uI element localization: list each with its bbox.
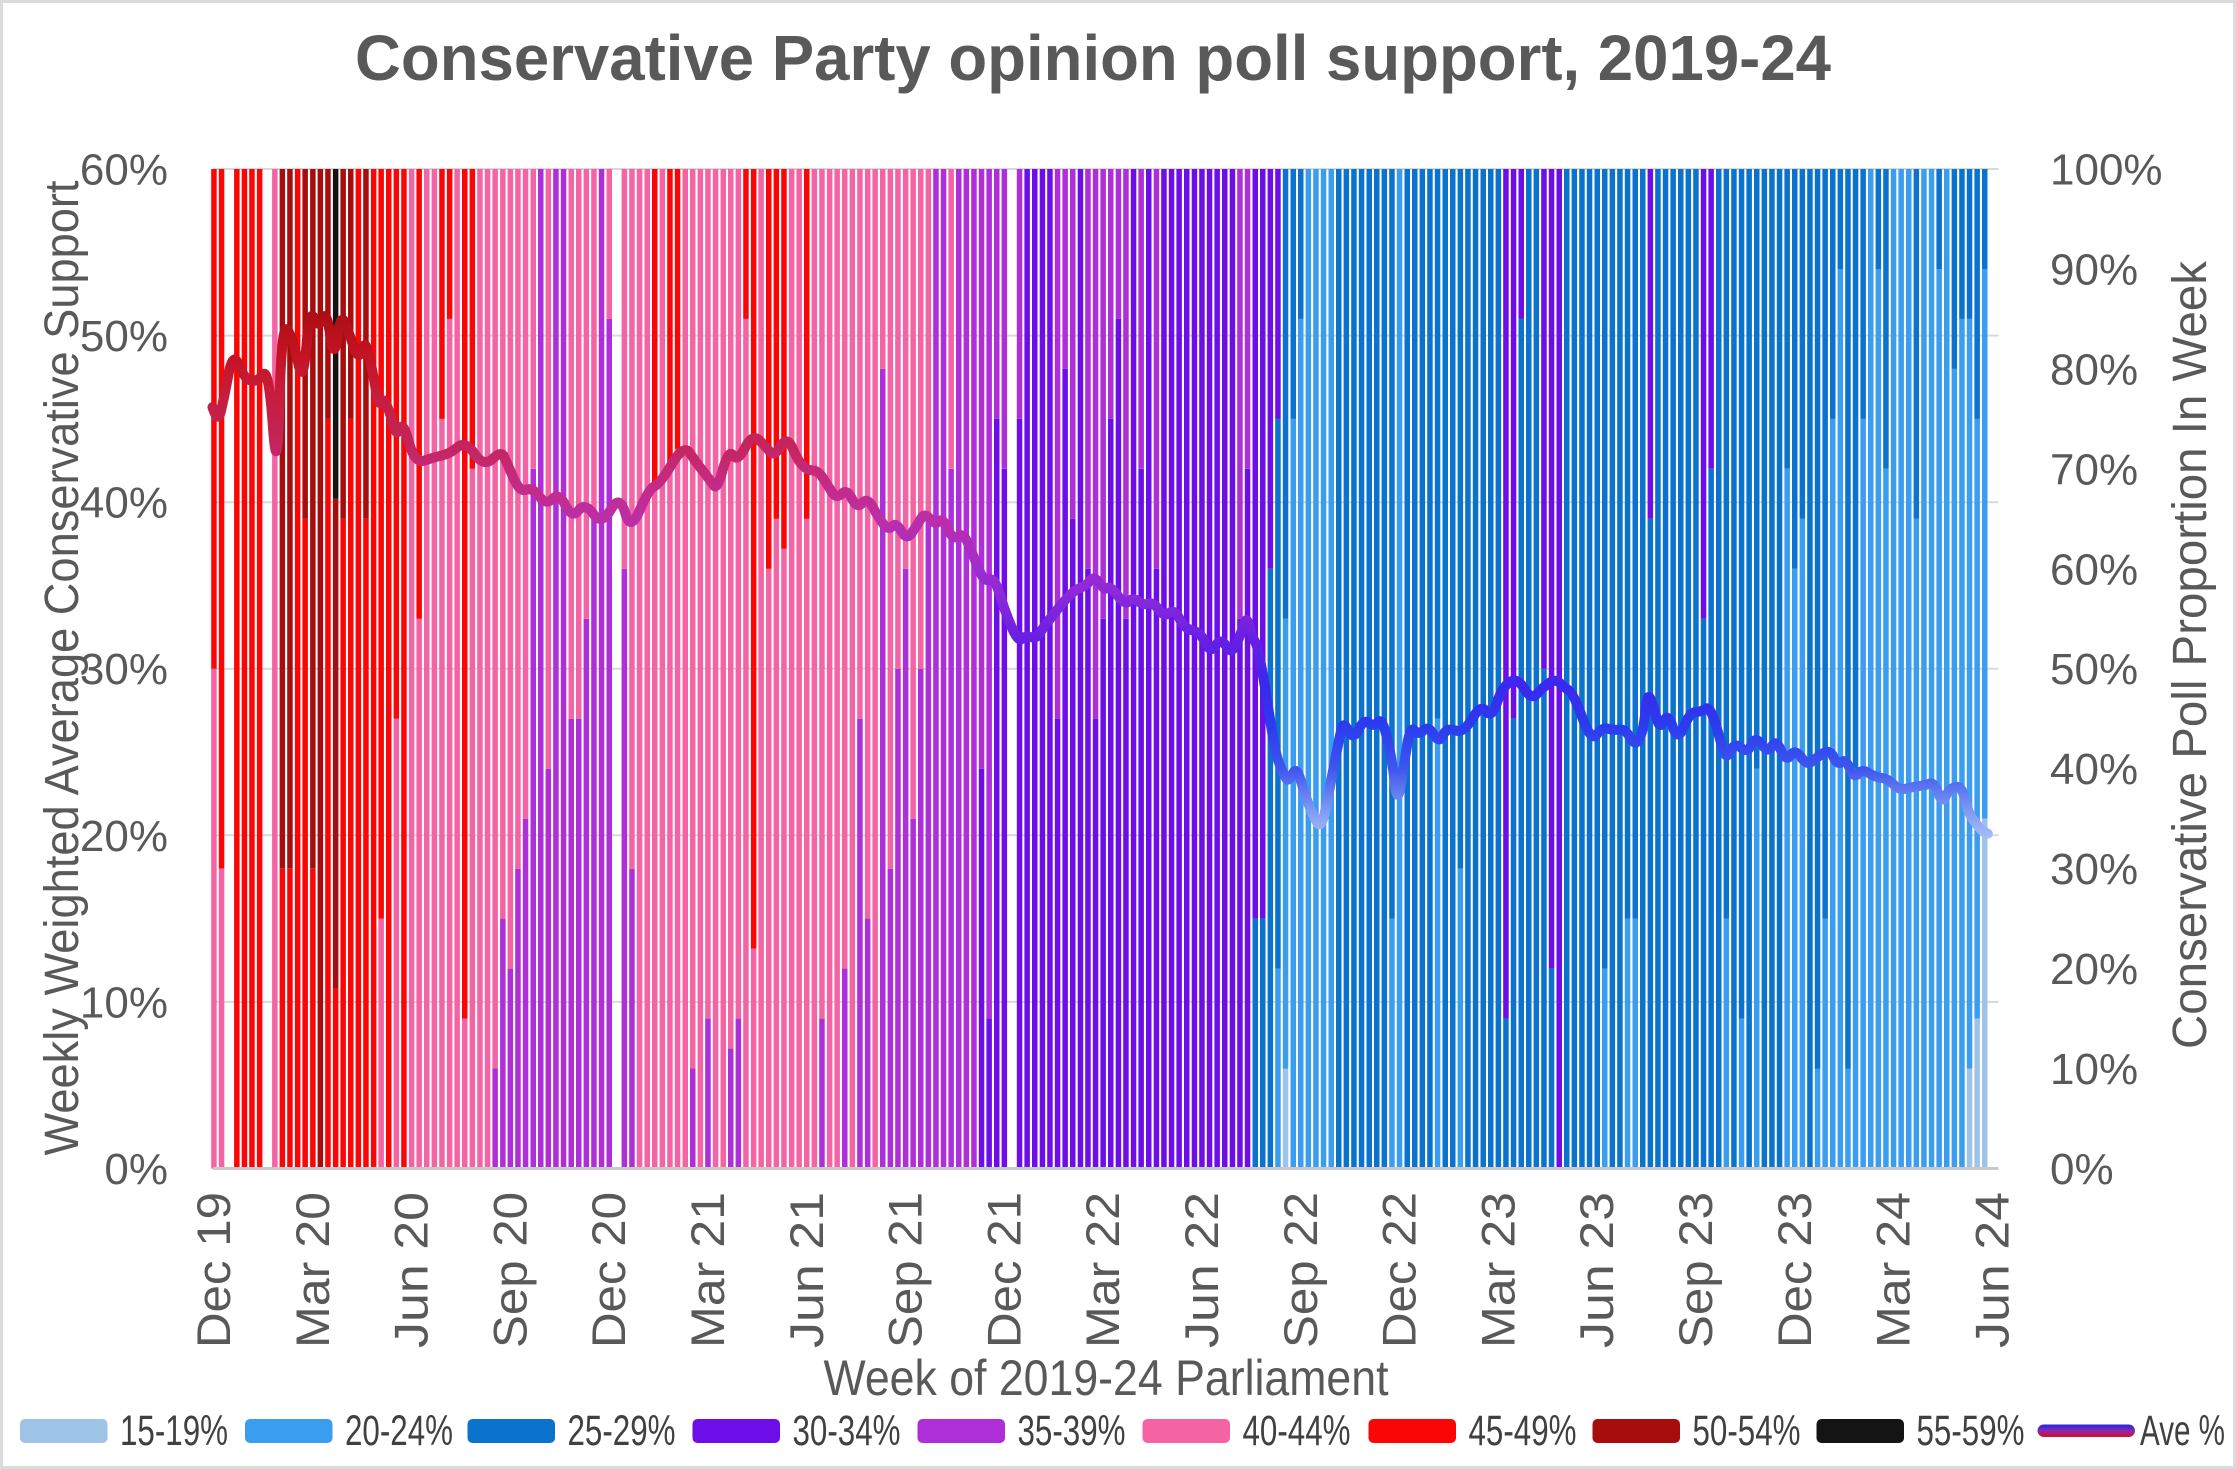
svg-text:Dec 23: Dec 23 (1768, 1192, 1821, 1348)
svg-text:70%: 70% (2050, 445, 2138, 494)
svg-text:Ave %: Ave % (2140, 1407, 2225, 1455)
svg-text:60%: 60% (2050, 545, 2138, 594)
svg-text:Dec 20: Dec 20 (582, 1192, 635, 1348)
svg-text:Week of 2019-24 Parliament: Week of 2019-24 Parliament (824, 1350, 1389, 1406)
svg-text:10%: 10% (80, 978, 168, 1027)
svg-text:Dec 21: Dec 21 (977, 1192, 1030, 1348)
svg-text:0%: 0% (104, 1145, 168, 1194)
svg-text:40%: 40% (2050, 745, 2138, 794)
svg-text:Weekly Weighted Average Conser: Weekly Weighted Average Conservative Sup… (36, 181, 89, 1156)
svg-text:20-24%: 20-24% (345, 1407, 453, 1455)
svg-text:Conservative Party opinion pol: Conservative Party opinion poll support,… (355, 22, 1831, 94)
svg-text:50%: 50% (2050, 645, 2138, 694)
svg-text:Conservative Poll Proportion I: Conservative Poll Proportion In Week (2164, 260, 2217, 1049)
svg-text:45-49%: 45-49% (1469, 1407, 1577, 1455)
svg-text:20%: 20% (2050, 945, 2138, 994)
svg-text:Sep 21: Sep 21 (879, 1192, 932, 1348)
svg-text:Jun 22: Jun 22 (1175, 1192, 1228, 1348)
svg-text:35-39%: 35-39% (1018, 1407, 1126, 1455)
svg-text:15-19%: 15-19% (120, 1407, 228, 1455)
svg-text:Dec 19: Dec 19 (187, 1192, 240, 1348)
svg-text:30%: 30% (2050, 845, 2138, 894)
svg-text:Mar 23: Mar 23 (1471, 1192, 1524, 1348)
svg-text:Mar 20: Mar 20 (286, 1192, 339, 1348)
svg-text:50-54%: 50-54% (1693, 1407, 1801, 1455)
svg-text:20%: 20% (80, 812, 168, 861)
svg-text:Sep 23: Sep 23 (1669, 1192, 1722, 1348)
svg-text:Jun 20: Jun 20 (385, 1192, 438, 1348)
svg-text:90%: 90% (2050, 245, 2138, 294)
svg-text:Jun 24: Jun 24 (1965, 1192, 2018, 1348)
svg-text:60%: 60% (80, 146, 168, 195)
svg-text:Jun 21: Jun 21 (780, 1192, 833, 1348)
svg-text:40%: 40% (80, 479, 168, 528)
svg-text:40-44%: 40-44% (1243, 1407, 1351, 1455)
svg-text:10%: 10% (2050, 1045, 2138, 1094)
svg-text:30%: 30% (80, 645, 168, 694)
svg-text:Jun 23: Jun 23 (1570, 1192, 1623, 1348)
svg-text:Mar 24: Mar 24 (1867, 1192, 1920, 1348)
svg-text:30-34%: 30-34% (793, 1407, 901, 1455)
svg-text:0%: 0% (2050, 1145, 2114, 1194)
svg-text:55-59%: 55-59% (1917, 1407, 2025, 1455)
svg-text:Sep 22: Sep 22 (1274, 1192, 1327, 1348)
svg-text:25-29%: 25-29% (568, 1407, 676, 1455)
svg-text:Mar 22: Mar 22 (1076, 1192, 1129, 1348)
svg-text:Dec 22: Dec 22 (1373, 1192, 1426, 1348)
svg-text:50%: 50% (80, 312, 168, 361)
svg-text:80%: 80% (2050, 345, 2138, 394)
svg-text:100%: 100% (2050, 146, 2163, 195)
svg-text:Sep 20: Sep 20 (483, 1192, 536, 1348)
svg-text:Mar 21: Mar 21 (681, 1192, 734, 1348)
